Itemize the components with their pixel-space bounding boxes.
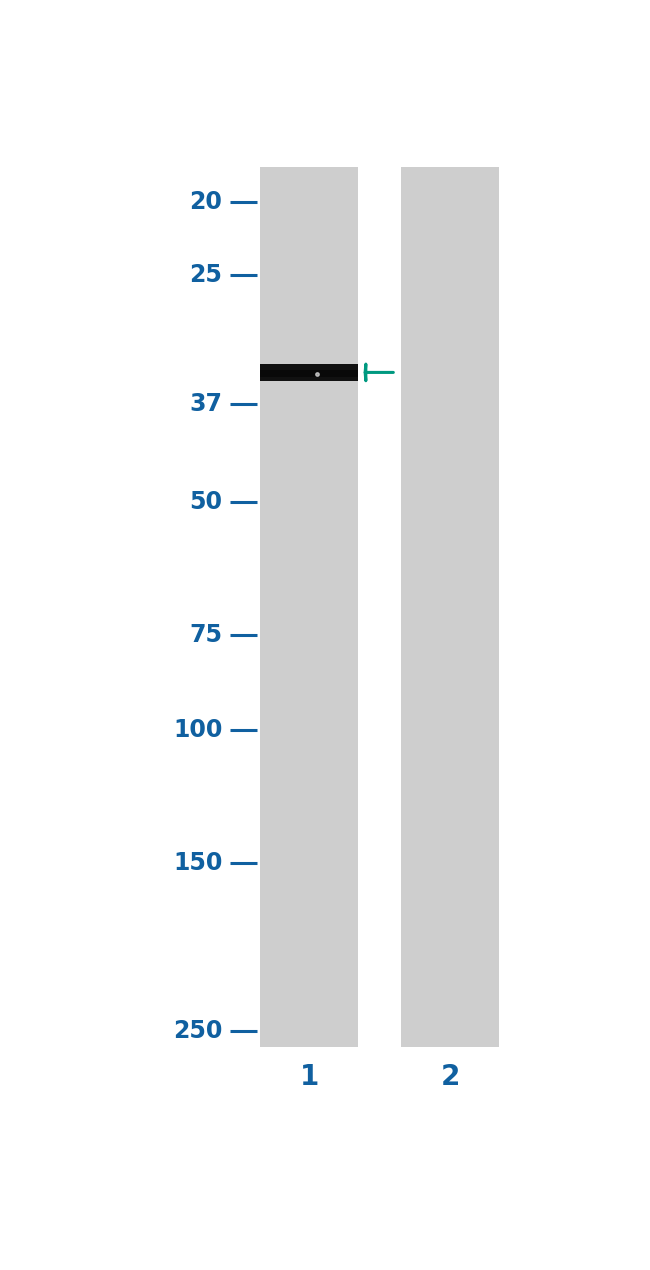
Text: 100: 100 <box>173 718 222 742</box>
Bar <box>260 168 358 1048</box>
Text: 50: 50 <box>189 490 222 514</box>
Text: 25: 25 <box>189 263 222 287</box>
Bar <box>260 370 358 377</box>
Text: 2: 2 <box>441 1063 460 1091</box>
Text: 37: 37 <box>189 391 222 415</box>
Text: 20: 20 <box>189 189 222 213</box>
Text: 250: 250 <box>173 1019 222 1043</box>
Text: 1: 1 <box>300 1063 318 1091</box>
Text: 150: 150 <box>173 851 222 875</box>
Bar <box>260 363 358 381</box>
Bar <box>401 168 499 1048</box>
Text: 75: 75 <box>189 624 222 648</box>
